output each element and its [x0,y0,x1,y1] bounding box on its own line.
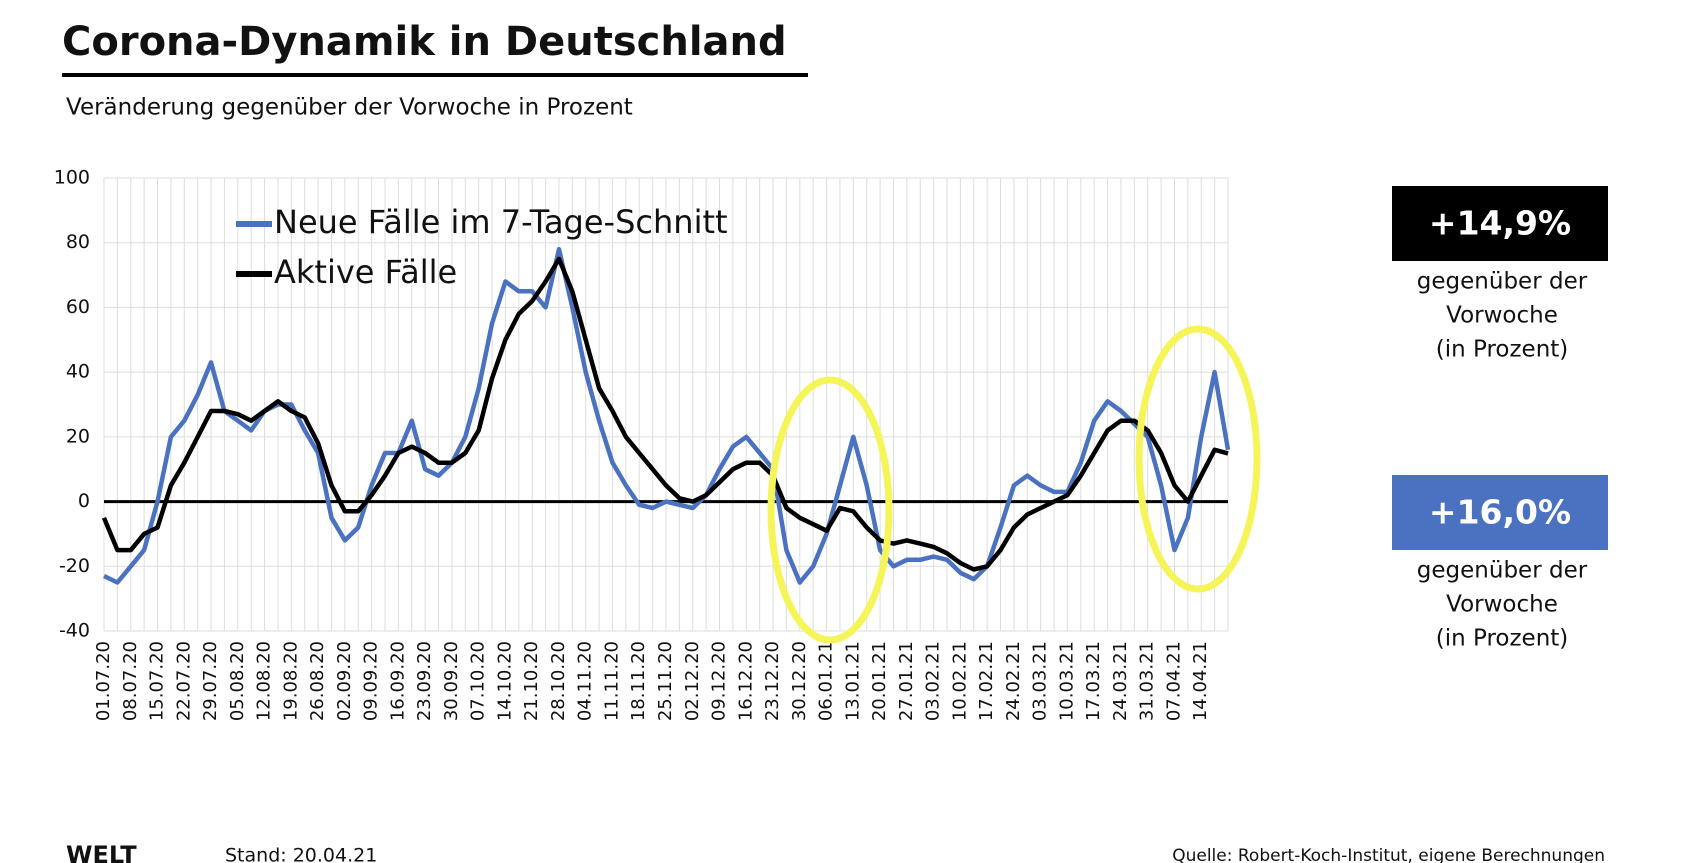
x-tick-label: 09.12.20 [709,641,730,721]
date-note: Stand: 20.04.21 [225,845,377,863]
x-tick-label: 02.09.20 [334,641,355,721]
annotation-text: gegenüber der [1417,558,1588,584]
annotation-text: (in Prozent) [1436,337,1569,363]
x-tick-label: 22.07.20 [173,641,194,721]
x-tick-label: 13.01.21 [842,641,863,721]
x-tick-label: 24.02.21 [1003,641,1024,721]
x-tick-label: 30.12.20 [789,641,810,721]
x-tick-label: 12.08.20 [254,641,275,721]
series-line [103,246,1231,585]
x-tick-label: 04.11.20 [575,641,596,721]
annotation-text: (in Prozent) [1436,626,1569,652]
x-tick-label: 28.10.20 [548,641,569,721]
legend-label: Neue Fälle im 7-Tage-Schnitt [274,203,728,241]
x-tick-label: 10.02.21 [949,641,970,721]
x-tick-label: 03.02.21 [923,641,944,721]
y-tick-label: 0 [78,490,90,512]
x-tick-label: 16.09.20 [387,641,408,721]
y-tick-label: -40 [59,620,90,642]
x-tick-label: 07.10.20 [468,641,489,721]
x-tick-label: 09.09.20 [361,641,382,721]
x-tick-label: 29.07.20 [200,641,221,721]
y-tick-label: 60 [66,296,90,318]
annotation-text: gegenüber der [1417,269,1588,295]
series-line [101,256,1229,572]
legend-label: Aktive Fälle [274,253,457,291]
y-tick-label: -20 [59,555,90,577]
x-tick-label: 06.01.21 [816,641,837,721]
x-tick-label: 17.03.21 [1083,641,1104,721]
x-tick-label: 24.03.21 [1110,641,1131,721]
annotation-value: +14,9% [1429,204,1571,243]
annotation-text: Vorwoche [1446,592,1558,618]
y-tick-label: 40 [66,361,90,383]
x-tick-label: 19.08.20 [280,641,301,721]
x-tick-label: 15.07.20 [147,641,168,721]
x-tick-label: 20.01.21 [869,641,890,721]
y-tick-label: 80 [66,231,90,253]
chart-subtitle: Veränderung gegenüber der Vorwoche in Pr… [66,95,633,121]
annotation-text: Vorwoche [1446,303,1558,329]
annotation-box [1392,475,1608,550]
x-tick-label: 23.12.20 [762,641,783,721]
x-tick-label: 05.08.20 [227,641,248,721]
x-tick-label: 25.11.20 [655,641,676,721]
x-tick-label: 30.09.20 [441,641,462,721]
x-tick-label: 21.10.20 [521,641,542,721]
x-tick-label: 23.09.20 [414,641,435,721]
x-tick-label: 14.04.21 [1190,641,1211,721]
source-note: Quelle: Robert-Koch-Institut, eigene Ber… [1172,846,1605,863]
annotation-box [1392,186,1608,261]
x-tick-label: 08.07.20 [120,641,141,721]
highlight-ellipse [767,376,893,644]
y-tick-label: 100 [54,167,90,189]
annotation-value: +16,0% [1429,493,1571,532]
x-tick-label: 27.01.21 [896,641,917,721]
brand: WELT [66,841,137,863]
x-tick-label: 03.03.21 [1030,641,1051,721]
x-tick-label: 26.08.20 [307,641,328,721]
x-tick-label: 18.11.20 [628,641,649,721]
chart-title: Corona-Dynamik in Deutschland [62,19,787,65]
x-tick-label: 10.03.21 [1056,641,1077,721]
x-tick-label: 16.12.20 [735,641,756,721]
x-tick-label: 11.11.20 [601,641,622,721]
x-tick-label: 17.02.21 [976,641,997,721]
x-tick-label: 02.12.20 [682,641,703,721]
x-tick-label: 31.03.21 [1137,641,1158,721]
x-tick-label: 14.10.20 [494,641,515,721]
x-tick-label: 01.07.20 [93,641,114,721]
y-tick-label: 20 [66,425,90,447]
x-tick-label: 07.04.21 [1163,641,1184,721]
highlight-ellipse [1135,325,1261,593]
